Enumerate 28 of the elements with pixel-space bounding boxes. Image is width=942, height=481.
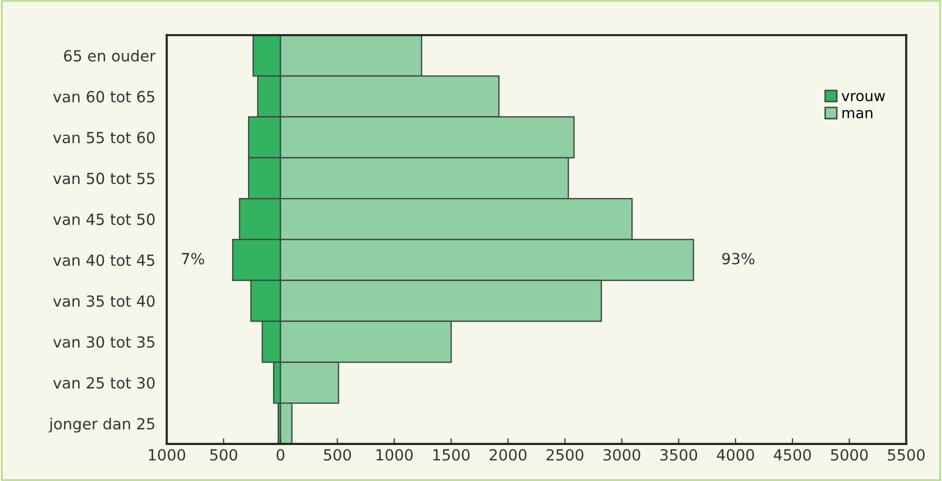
annotation: 7% [182, 252, 204, 264]
x-tick-label: 1000 [148, 449, 186, 461]
y-tick-label: van 55 tot 60 [53, 132, 155, 144]
x-tick-label: 500 [210, 449, 238, 461]
y-tick-label: van 50 tot 55 [53, 172, 154, 184]
x-tick-label: 1000 [376, 449, 413, 461]
x-tick-label: 0 [276, 449, 284, 461]
y-tick-label: van 25 tot 30 [53, 377, 155, 389]
x-tick-label: 2500 [546, 449, 584, 461]
y-tick-label: van 45 tot 50 [53, 214, 155, 226]
y-tick-label: 65 en ouder [64, 50, 156, 62]
x-tick-label: 1500 [433, 449, 470, 461]
x-tick-label: 3000 [604, 449, 640, 461]
x-tick-label: 5500 [888, 449, 925, 461]
annotation: 93% [722, 252, 754, 264]
legend-label: vrouw [842, 92, 885, 102]
y-tick-label: van 60 tot 65 [53, 90, 154, 102]
x-tick-label: 2000 [490, 449, 526, 461]
y-tick-label: jonger dan 25 [48, 418, 154, 432]
x-tick-label: 500 [324, 449, 351, 461]
x-tick-label: 4500 [774, 449, 811, 461]
y-tick-label: van 30 tot 35 [53, 336, 154, 348]
x-tick-label: 3500 [660, 449, 698, 461]
y-tick-label: van 40 tot 45 [53, 254, 154, 266]
x-tick-label: 5000 [831, 449, 868, 461]
x-tick-label: 4000 [716, 449, 754, 461]
y-tick-label: van 35 tot 40 [53, 295, 155, 307]
legend-label: man [842, 110, 872, 118]
